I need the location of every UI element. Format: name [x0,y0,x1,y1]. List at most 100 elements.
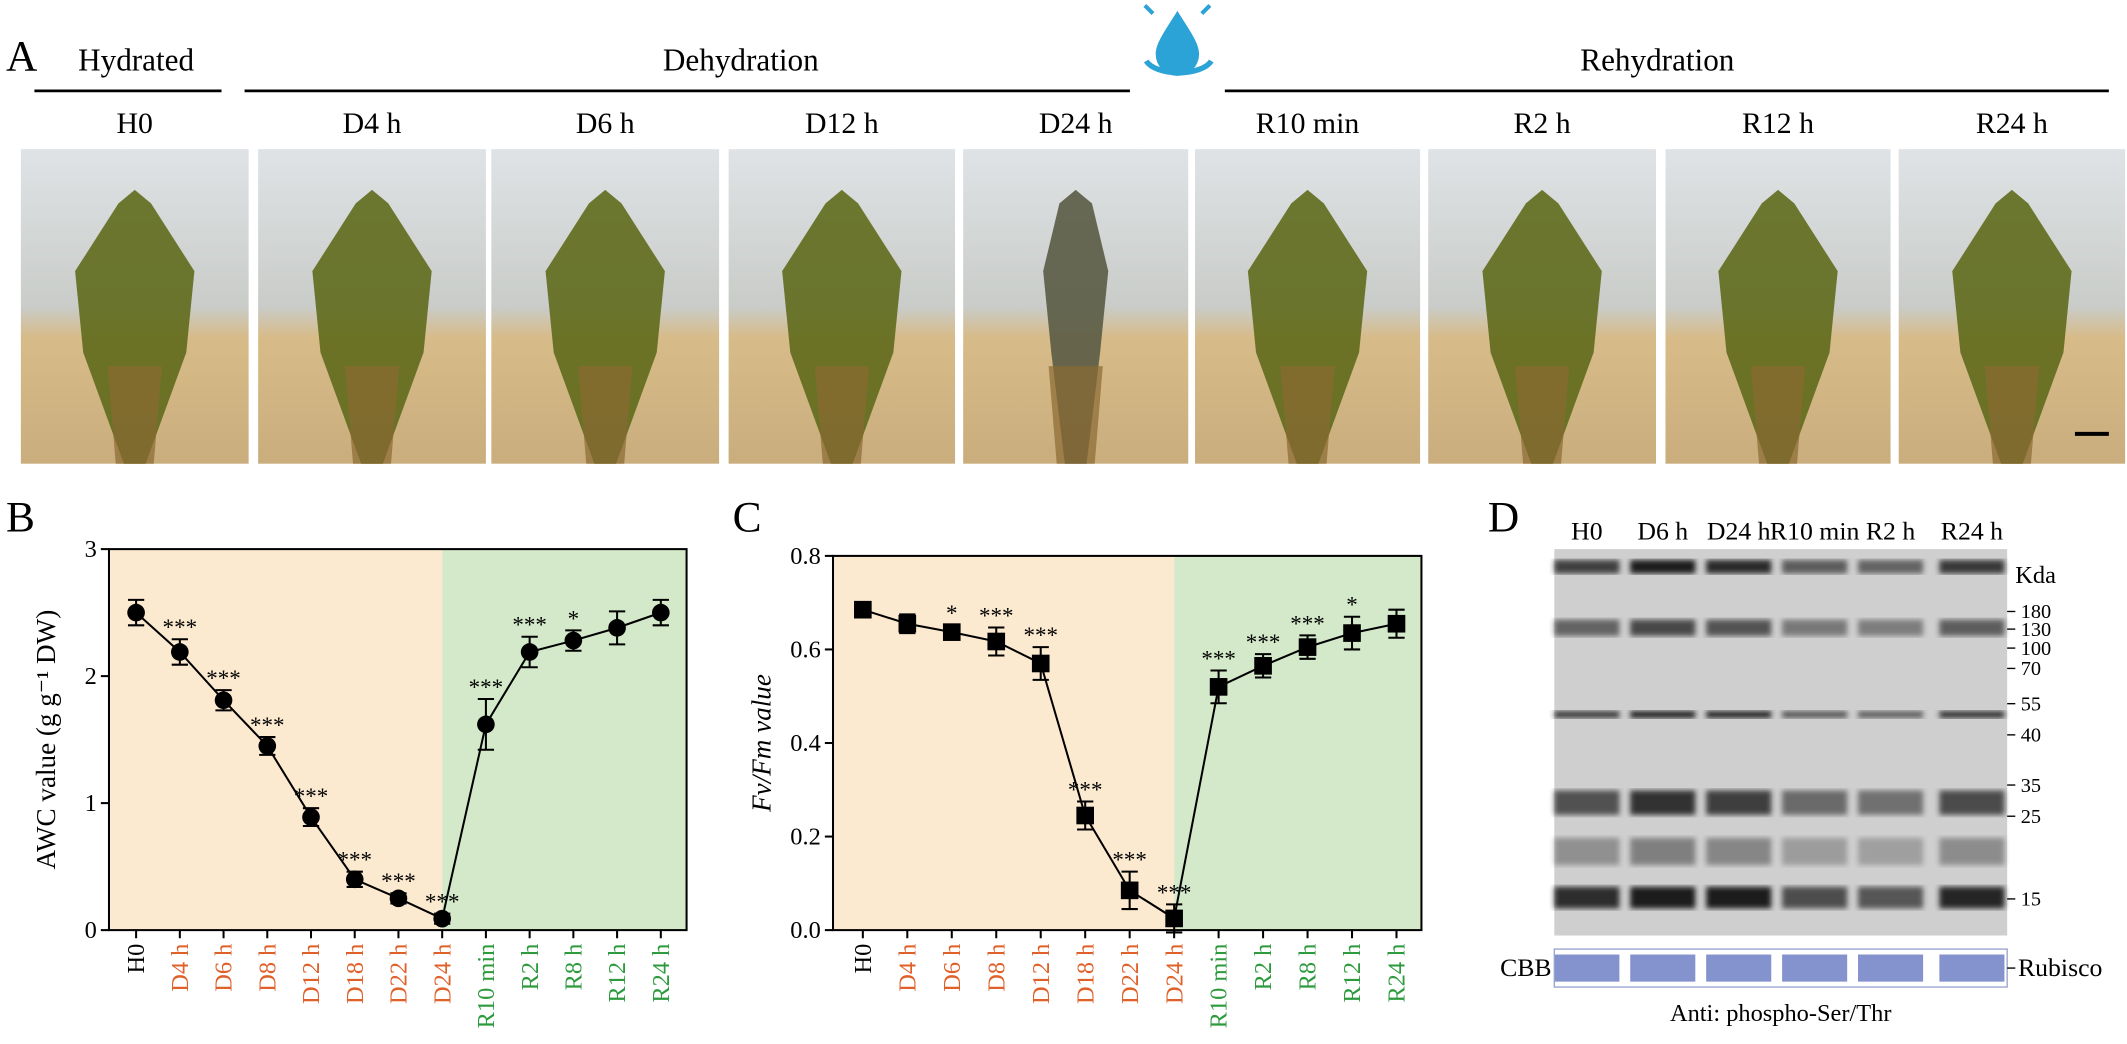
blot-band [1939,619,2005,636]
blot-band [1706,837,1772,866]
lane-label: R10 min [1770,517,1860,546]
y-tick-label: 0.0 [790,917,821,944]
moss-base [1984,366,2040,464]
x-tick-label: D8 h [254,944,281,992]
moss-base [1514,366,1570,464]
blot-band [1782,790,1848,815]
rubisco-band [1939,954,2005,982]
blot-band [1706,711,1772,718]
blot-band [1939,559,2005,574]
x-tick-label: R12 h [604,944,631,1003]
sample-label: D24 h [1039,107,1113,140]
blot-band [1706,619,1772,636]
x-tick-label: R8 h [1295,944,1322,991]
x-tick-label: D18 h [342,944,369,1004]
blot-band [1858,886,1924,909]
data-point [942,623,961,641]
blot-band [1554,790,1620,815]
data-point [302,808,320,826]
significance: *** [250,712,285,738]
significance: *** [1068,776,1103,802]
lane-label: H0 [1571,517,1602,546]
blot-band [1858,711,1924,718]
x-tick-label: D18 h [1072,944,1099,1004]
blot-band [1706,559,1772,574]
moss-base [814,366,869,464]
moss-shoot [545,189,665,464]
blot-band [1782,886,1848,909]
data-point [854,600,872,619]
blot-band [1630,837,1696,866]
blot-band [1858,790,1924,815]
x-tick-label: D12 h [1028,944,1055,1004]
y-tick-label: 0 [85,917,97,944]
lane-label: R24 h [1941,517,2003,546]
marker-label: 55 [2021,693,2041,715]
data-point [477,715,495,734]
moss-base [1280,366,1335,464]
sample-label: D6 h [576,107,635,140]
panel-label: D [1488,493,1519,541]
blot [1554,549,2008,936]
x-tick-label: D24 h [429,944,456,1004]
sample-label: R2 h [1514,107,1571,140]
data-point [1076,806,1095,825]
panel-label: C [733,493,762,541]
data-point [1298,638,1317,656]
data-point [214,691,233,710]
blot-band [1858,837,1924,866]
protein-label: Rubisco [2018,953,2102,982]
data-point [1031,654,1050,673]
rubisco-band [1630,954,1696,982]
moss-base [107,366,162,464]
sample-label: R24 h [1976,107,2048,140]
x-tick-label: D6 h [211,944,238,992]
data-point [433,909,451,928]
data-point [1165,909,1183,928]
lane-label: D6 h [1637,517,1688,546]
moss-shoot [1718,189,1838,464]
blot-band [1782,711,1848,718]
data-point [345,870,364,889]
y-tick-label: 3 [85,536,97,563]
significance: *** [1246,629,1281,655]
moss-shoot [75,189,195,464]
blot-band [1630,559,1696,574]
sample-label: H0 [117,107,153,140]
significance: *** [1157,879,1192,905]
significance: * [1346,592,1358,618]
panel-label: B [6,493,35,541]
panel-label: A [6,33,37,81]
moss-shoot [312,189,432,464]
rubisco-band [1706,954,1772,982]
x-tick-label: R24 h [648,944,675,1003]
x-tick-label: D4 h [167,944,194,992]
blot-band [1782,559,1848,574]
sample-label: D12 h [805,107,879,140]
moss-base [344,366,400,464]
blot-band [1782,837,1848,866]
y-axis-label: Fv/Fm value [747,674,777,813]
x-tick-label: R12 h [1339,944,1366,1003]
marker-label: 70 [2021,658,2041,680]
blot-band [1939,711,2005,718]
marker-label: 130 [2021,619,2052,641]
cbb-strip [1553,948,2008,988]
sample-label: R10 min [1256,107,1360,140]
marker-label: 40 [2021,725,2041,747]
significance: *** [425,889,460,915]
x-tick-label: D24 h [1161,944,1188,1004]
data-point [1209,678,1228,696]
x-tick-label: R24 h [1384,944,1411,1003]
y-tick-label: 1 [85,790,97,817]
x-tick-label: H0 [850,944,877,974]
data-point [1387,614,1406,633]
significance: *** [337,847,372,873]
moss-base [1048,366,1103,464]
blot-band [1939,790,2005,815]
significance: *** [512,612,547,638]
data-point [1120,881,1139,900]
data-point [1343,624,1361,642]
rubisco-band [1782,954,1848,982]
x-tick-label: D22 h [1117,944,1144,1004]
